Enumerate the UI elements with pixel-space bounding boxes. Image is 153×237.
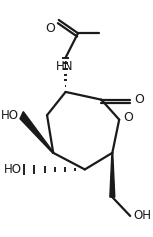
Text: O: O bbox=[134, 93, 144, 106]
Text: O: O bbox=[123, 111, 133, 124]
Text: OH: OH bbox=[133, 210, 151, 223]
Text: O: O bbox=[45, 22, 55, 35]
Text: HO: HO bbox=[1, 109, 19, 122]
Text: HN: HN bbox=[56, 60, 73, 73]
Polygon shape bbox=[20, 112, 54, 153]
Text: HO: HO bbox=[4, 163, 22, 176]
Polygon shape bbox=[110, 153, 115, 197]
